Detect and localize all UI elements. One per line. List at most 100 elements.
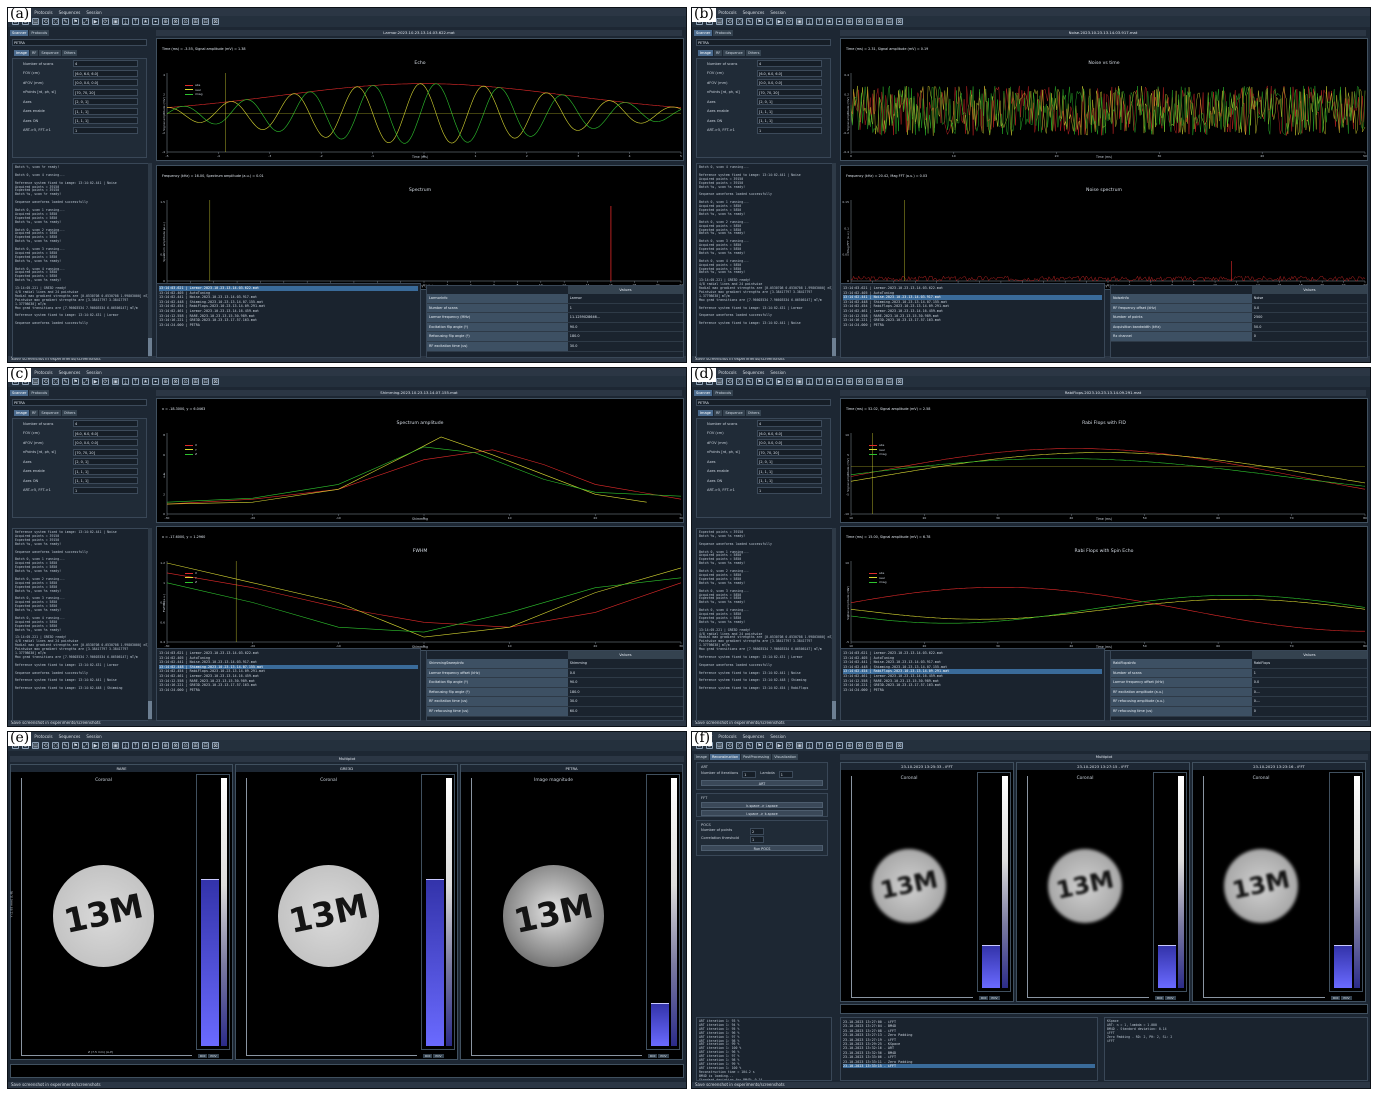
history-item[interactable]: 13:14:02.454 | RabiFlops.2023.10.23.13.1… — [159, 304, 266, 309]
tab-rf[interactable]: RF — [29, 50, 39, 56]
history-item[interactable]: 13:14:03.621 | Larmor.2023.10.23.13.14.0… — [843, 651, 944, 655]
param-input[interactable]: [2, 0, 1] — [73, 458, 138, 466]
field-input[interactable]: 2 — [750, 828, 764, 835]
edit-icon[interactable]: ✎ — [62, 18, 69, 25]
play-icon[interactable]: ▶ — [92, 378, 99, 385]
histogram-colorbar[interactable] — [646, 774, 680, 1050]
grid-icon[interactable]: ⊞ — [876, 378, 883, 385]
target-icon[interactable]: ⌖ — [152, 18, 159, 25]
close-icon[interactable]: ⊠ — [896, 742, 903, 749]
star-icon[interactable]: ★ — [826, 742, 833, 749]
history-item[interactable]: 13:14:02.448 | Shimming.2023.10.23.13.14… — [159, 664, 418, 670]
upload-icon[interactable]: ⤒ — [132, 18, 139, 25]
zoom-out-icon[interactable]: ⊗ — [856, 18, 863, 25]
edit-icon[interactable]: ✎ — [746, 18, 753, 25]
stop-icon[interactable]: ▣ — [796, 742, 803, 749]
param-input[interactable]: 4 — [73, 60, 138, 68]
history-item[interactable]: 13:14:12.558 | RARE.2023.10.23.13.15.30.… — [843, 313, 939, 318]
history-item[interactable]: 23-10-2023 13:33:15 - iFFT — [843, 1064, 1095, 1069]
image-view[interactable]: Coronal 13M — [238, 774, 419, 1058]
zoom-out-icon[interactable]: ⊗ — [856, 742, 863, 749]
table-row[interactable]: RF refocusing amplitude (a.u.) 0.... — [1111, 697, 1367, 707]
table-value[interactable]: 90.0 — [569, 680, 578, 685]
refresh-icon[interactable]: ⟲ — [726, 742, 733, 749]
star-icon[interactable]: ★ — [142, 742, 149, 749]
hex-icon[interactable]: ⬡ — [52, 378, 59, 385]
image-view[interactable]: Image magnitude 13M — [463, 774, 644, 1058]
field-input[interactable]: 1 — [750, 836, 764, 843]
tab-sequence[interactable]: Sequence — [39, 410, 61, 416]
menu-sequences[interactable]: Sequences — [58, 9, 81, 15]
history-item[interactable]: 13:14:02.454 | RabiFlops.2023.10.23.13.1… — [159, 669, 266, 674]
edit-icon[interactable]: ✎ — [746, 742, 753, 749]
colorbar-button[interactable]: POV — [989, 996, 1000, 1000]
tab-protocols[interactable]: Protocols — [29, 30, 50, 36]
flag-icon[interactable]: ⚑ — [72, 18, 79, 25]
tab-reconstruction[interactable]: Reconstruction — [709, 754, 741, 760]
param-input[interactable]: 4 — [73, 420, 138, 428]
list-icon[interactable]: ▤ — [32, 378, 39, 385]
history-item[interactable]: 23-10-2023 13:27:08 - iFFT — [843, 1028, 897, 1033]
history-item[interactable]: 13:14:02.461 | Larmor.2023.10.23.13.14.1… — [159, 308, 260, 313]
zoom-in-icon[interactable]: ⊕ — [162, 378, 169, 385]
zoom-out-icon[interactable]: ⊗ — [172, 18, 179, 25]
colorbar-button[interactable]: ROI — [423, 1054, 433, 1058]
menu-sequences[interactable]: Sequences — [58, 369, 81, 375]
edit-icon[interactable]: ✎ — [62, 378, 69, 385]
zoom-out-icon[interactable]: ⊗ — [172, 742, 179, 749]
expand-icon[interactable]: ⤢ — [766, 742, 773, 749]
table-row[interactable]: Refocusing flip angle (º) 180.0 — [427, 687, 683, 698]
param-input[interactable]: [70, 70, 20] — [73, 88, 138, 96]
image-view[interactable]: Coronal 13M — [1019, 772, 1151, 1000]
history-item[interactable]: 13:14:24.000 | PETRA — [159, 687, 200, 692]
expand-icon[interactable]: ⤢ — [82, 378, 89, 385]
history-item[interactable]: 23-10-2023 13:27:19 - iFFT — [843, 1037, 897, 1042]
tab-rf[interactable]: RF — [29, 410, 39, 416]
tab-sequence[interactable]: Sequence — [723, 410, 745, 416]
colorbar-button[interactable]: ROI — [198, 1054, 208, 1058]
history-item[interactable]: 13:14:02.461 | Larmor.2023.10.23.13.14.1… — [843, 673, 944, 678]
history-item[interactable]: 13:14:16.221 | GRE3D.2023.10.23.13.17.57… — [159, 683, 257, 688]
history-item[interactable]: 13:14:02.461 | Larmor.2023.10.23.13.14.1… — [843, 308, 944, 313]
center-icon[interactable]: ⊙ — [182, 378, 189, 385]
param-input[interactable]: [6.0, 6.0, 6.0] — [73, 429, 138, 437]
param-input[interactable]: [1, 1, 1] — [73, 107, 138, 115]
history-item[interactable]: 13:14:02.405 | AutoTuning — [159, 290, 211, 295]
download-icon[interactable]: ⤓ — [122, 18, 129, 25]
history-item[interactable]: 13:14:03.621 | Larmor.2023.10.23.13.14.0… — [843, 286, 944, 290]
menu-protocols[interactable]: Protocols — [34, 9, 53, 15]
rerun-icon[interactable]: ⟳ — [786, 378, 793, 385]
tab-protocols[interactable]: Protocols — [29, 390, 50, 396]
tab-sequence[interactable]: Sequence — [723, 50, 745, 56]
flag-icon[interactable]: ⚑ — [756, 18, 763, 25]
play-icon[interactable]: ▶ — [92, 18, 99, 25]
expand-icon[interactable]: ⤢ — [82, 742, 89, 749]
zoom-in-icon[interactable]: ⊕ — [846, 18, 853, 25]
table-row[interactable]: Excitation flip angle (º) 90.0 — [427, 322, 683, 333]
menu-sequences[interactable]: Sequences — [58, 733, 81, 739]
history-item[interactable]: 13:14:03.621 | Larmor.2023.10.23.13.14.0… — [159, 286, 418, 291]
upload-icon[interactable]: ⤒ — [816, 18, 823, 25]
close-icon[interactable]: ⊠ — [212, 742, 219, 749]
tab-protocols[interactable]: Protocols — [713, 390, 734, 396]
slice-slider[interactable] — [10, 1064, 684, 1078]
menu-protocols[interactable]: Protocols — [718, 733, 737, 739]
plot-canvas[interactable]: 10 20 30 40 50 60 70 80 -10 -5 0 5 10 — [841, 429, 1368, 523]
scroll-thumb[interactable] — [148, 701, 152, 719]
collapse-icon[interactable]: ⊟ — [202, 742, 209, 749]
table-row[interactable]: Number of scans 1 — [427, 303, 683, 314]
console-scrollbar[interactable] — [832, 528, 836, 721]
menu-protocols[interactable]: Protocols — [34, 369, 53, 375]
tab-image[interactable]: Image — [694, 754, 709, 760]
histogram-colorbar[interactable] — [977, 772, 1011, 992]
table-row[interactable]: Rx channel 0 — [1111, 332, 1367, 342]
param-input[interactable]: [0.0, 0.0, 0.0] — [73, 439, 138, 447]
menu-session[interactable]: Session — [770, 369, 786, 375]
history-item[interactable]: 13:14:02.448 | Shimming.2023.10.23.13.14… — [843, 299, 948, 304]
rerun-icon[interactable]: ⟳ — [786, 742, 793, 749]
param-input[interactable]: [1, 1, 1] — [757, 467, 822, 475]
download-icon[interactable]: ⤓ — [806, 18, 813, 25]
tab-scanner[interactable]: Scanner — [694, 30, 713, 36]
table-value[interactable]: 0.0 — [1253, 680, 1260, 685]
scroll-thumb[interactable] — [148, 338, 152, 356]
